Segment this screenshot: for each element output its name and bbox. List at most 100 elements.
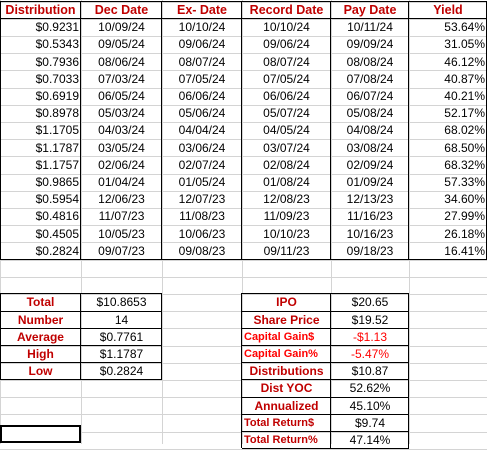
summary-right-value: 52.62%: [331, 380, 409, 397]
distribution-cell: $1.1705: [0, 122, 81, 139]
cell-border: [242, 345, 409, 346]
dec-date-cell: 03/05/24: [81, 140, 162, 157]
cell-border: [242, 311, 409, 312]
column-header: Record Date: [242, 2, 331, 19]
distribution-cell: $0.9865: [0, 174, 81, 191]
ex-date-cell: 07/05/24: [162, 71, 242, 88]
cell-border: [242, 448, 409, 449]
ex-date-cell: 06/06/24: [162, 88, 242, 105]
record-date-cell: 09/11/23: [242, 243, 331, 260]
yield-cell: 68.50%: [409, 140, 487, 157]
pay-date-cell: 02/09/24: [331, 157, 409, 174]
cell-border: [0, 362, 162, 363]
summary-label: High: [0, 346, 81, 363]
distribution-cell: $0.4816: [0, 208, 81, 225]
dec-date-cell: 06/05/24: [81, 88, 162, 105]
cell-border: [330, 293, 331, 448]
record-date-cell: 09/06/24: [242, 36, 331, 53]
summary-right-label: Distributions: [242, 363, 331, 380]
yield-cell: 27.99%: [409, 208, 487, 225]
yield-cell: 52.17%: [409, 105, 487, 122]
record-date-cell: 08/07/24: [242, 54, 331, 71]
cell-border: [242, 362, 409, 363]
cell-border: [80, 1, 81, 259]
pay-date-cell: 09/09/24: [331, 36, 409, 53]
column-header: Distribution: [0, 2, 81, 19]
ex-date-cell: 03/06/24: [162, 140, 242, 157]
ex-date-cell: 05/06/24: [162, 105, 242, 122]
column-header: Dec Date: [81, 2, 162, 19]
yield-cell: 57.33%: [409, 174, 487, 191]
pay-date-cell: 06/07/24: [331, 88, 409, 105]
pay-date-cell: 11/16/23: [331, 208, 409, 225]
distribution-cell: $1.1757: [0, 157, 81, 174]
dec-date-cell: 08/06/24: [81, 54, 162, 71]
yield-cell: 68.32%: [409, 157, 487, 174]
selected-cell[interactable]: [0, 425, 81, 443]
ex-date-cell: 11/08/23: [162, 208, 242, 225]
summary-label: Number: [0, 312, 81, 329]
distribution-cell: $0.9231: [0, 19, 81, 36]
record-date-cell: 03/07/24: [242, 140, 331, 157]
cell-border: [408, 1, 409, 259]
distribution-cell: $0.5343: [0, 36, 81, 53]
summary-value: 14: [81, 312, 162, 329]
summary-right-value: -$1.13: [331, 329, 409, 346]
record-date-cell: 11/09/23: [242, 208, 331, 225]
pay-date-cell: 01/09/24: [331, 174, 409, 191]
cell-border: [242, 431, 409, 432]
record-date-cell: 07/05/24: [242, 71, 331, 88]
distribution-cell: $0.5954: [0, 191, 81, 208]
yield-cell: 16.41%: [409, 243, 487, 260]
cell-border: [0, 18, 487, 19]
yield-cell: 40.87%: [409, 71, 487, 88]
yield-cell: 68.02%: [409, 122, 487, 139]
dec-date-cell: 07/03/24: [81, 71, 162, 88]
pay-date-cell: 05/08/24: [331, 105, 409, 122]
ex-date-cell: 10/06/23: [162, 226, 242, 243]
dec-date-cell: 02/06/24: [81, 157, 162, 174]
distribution-cell: $1.1787: [0, 140, 81, 157]
yield-cell: 34.60%: [409, 191, 487, 208]
summary-right-label: Annualized: [242, 398, 331, 415]
cell-border: [242, 379, 409, 380]
record-date-cell: 12/08/23: [242, 191, 331, 208]
summary-right-label: Total Return%: [242, 432, 331, 449]
yield-cell: 53.64%: [409, 19, 487, 36]
cell-border: [80, 293, 81, 379]
ex-date-cell: 02/07/24: [162, 157, 242, 174]
grid-line: [0, 277, 487, 278]
pay-date-cell: 08/08/24: [331, 54, 409, 71]
summary-right-value: $10.87: [331, 363, 409, 380]
summary-label: Total: [0, 294, 81, 311]
summary-value: $0.2824: [81, 363, 162, 380]
record-date-cell: 04/05/24: [242, 122, 331, 139]
summary-right-value: 45.10%: [331, 398, 409, 415]
summary-right-value: $20.65: [331, 294, 409, 311]
record-date-cell: 10/10/23: [242, 226, 331, 243]
cell-border: [242, 293, 409, 294]
cell-border: [0, 1, 1, 259]
cell-border: [0, 293, 162, 294]
column-header: Pay Date: [331, 2, 409, 19]
record-date-cell: 06/06/24: [242, 88, 331, 105]
dec-date-cell: 12/06/23: [81, 191, 162, 208]
dec-date-cell: 04/03/24: [81, 122, 162, 139]
column-header: Yield: [409, 2, 487, 19]
dec-date-cell: 10/09/24: [81, 19, 162, 36]
pay-date-cell: 10/11/24: [331, 19, 409, 36]
yield-cell: 26.18%: [409, 226, 487, 243]
cell-border: [0, 311, 162, 312]
distribution-cell: $0.8978: [0, 105, 81, 122]
pay-date-cell: 07/08/24: [331, 71, 409, 88]
distribution-cell: $0.7936: [0, 54, 81, 71]
pay-date-cell: 10/16/23: [331, 226, 409, 243]
summary-right-label: Dist YOC: [242, 380, 331, 397]
summary-right-value: -5.47%: [331, 346, 409, 363]
summary-right-label: IPO: [242, 294, 331, 311]
distribution-cell: $0.4505: [0, 226, 81, 243]
dec-date-cell: 09/05/24: [81, 36, 162, 53]
column-header: Ex- Date: [162, 2, 242, 19]
cell-border: [0, 259, 487, 260]
